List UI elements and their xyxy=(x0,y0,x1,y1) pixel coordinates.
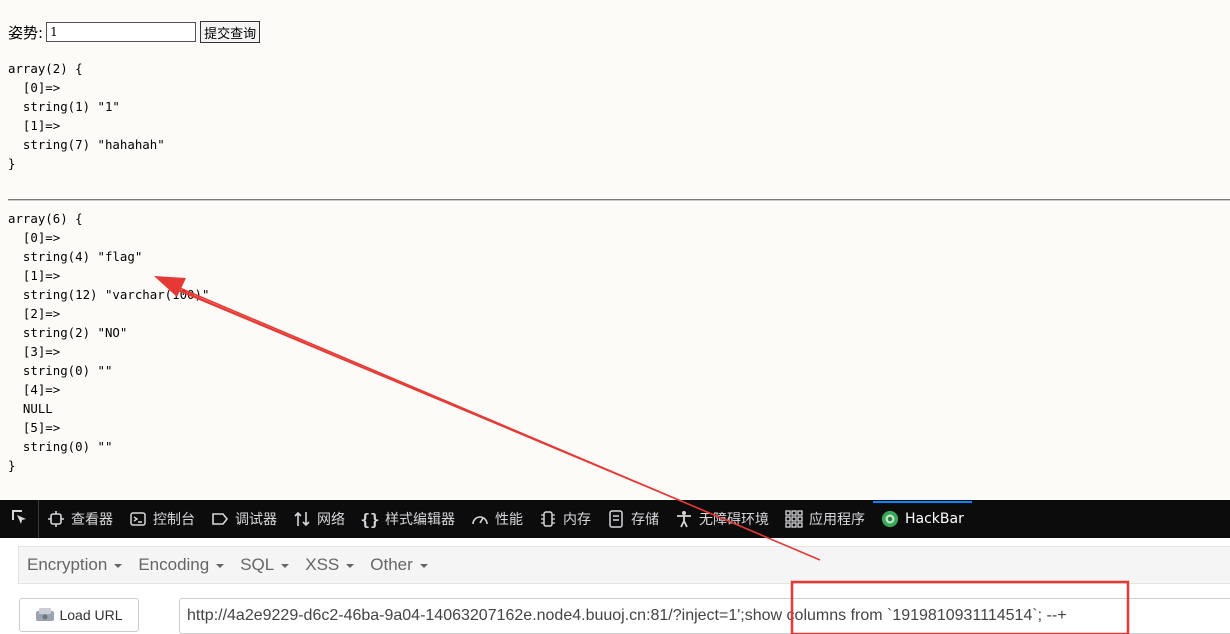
tab-label: HackBar xyxy=(905,511,964,527)
menu-encoding[interactable]: Encoding xyxy=(130,555,232,575)
tab-network[interactable]: 网络 xyxy=(285,500,353,538)
hackbar-panel: Encryption Encoding SQL XSS Other Load U… xyxy=(0,538,1230,634)
columns-result-dump: array(6) { [0]=> string(4) "flag" [1]=> … xyxy=(8,211,210,473)
devtools-toolbar: 查看器 控制台 调试器 网络 {} 样式编辑器 性能 内存 存储 无障碍环境 应… xyxy=(0,500,1230,538)
style-editor-icon: {} xyxy=(360,509,380,529)
accessibility-icon xyxy=(675,510,693,528)
url-input[interactable]: http://4a2e9229-d6c2-46ba-9a04-140632071… xyxy=(179,598,1230,634)
menu-xss[interactable]: XSS xyxy=(297,555,362,575)
load-url-icon xyxy=(35,607,55,623)
caret-down-icon xyxy=(114,564,123,568)
tab-memory[interactable]: 内存 xyxy=(531,500,599,538)
performance-icon xyxy=(471,510,489,528)
element-picker-button[interactable] xyxy=(0,500,39,538)
tab-console[interactable]: 控制台 xyxy=(121,500,203,538)
load-url-label: Load URL xyxy=(59,607,123,623)
load-url-button[interactable]: Load URL xyxy=(19,598,139,632)
menu-label: XSS xyxy=(305,555,340,574)
tab-label: 存储 xyxy=(631,512,659,528)
submit-query-button[interactable]: 提交查询 xyxy=(200,21,261,43)
element-picker-icon xyxy=(9,507,29,531)
menu-label: Other xyxy=(370,555,413,574)
network-icon xyxy=(293,510,311,528)
menu-encryption[interactable]: Encryption xyxy=(19,555,130,575)
caret-down-icon xyxy=(281,564,290,568)
tab-hackbar[interactable]: HackBar xyxy=(873,500,972,538)
caret-down-icon xyxy=(216,564,225,568)
inspector-icon xyxy=(47,510,65,528)
tab-label: 性能 xyxy=(495,512,523,528)
caret-down-icon xyxy=(419,564,428,568)
query-result-dump: array(2) { [0]=> string(1) "1" [1]=> str… xyxy=(8,61,165,171)
console-icon xyxy=(129,510,147,528)
menu-label: SQL xyxy=(240,555,275,574)
debugger-icon xyxy=(211,510,229,528)
memory-icon xyxy=(539,510,557,528)
tab-label: 调试器 xyxy=(235,512,277,528)
horizontal-rule xyxy=(8,199,1230,201)
tab-label: 无障碍环境 xyxy=(699,512,769,528)
tab-label: 查看器 xyxy=(71,512,113,528)
storage-icon xyxy=(607,510,625,528)
inject-form: 姿势: 提交查询 xyxy=(8,20,261,44)
tab-inspector[interactable]: 查看器 xyxy=(39,500,121,538)
menu-label: Encryption xyxy=(27,555,108,574)
tab-label: 应用程序 xyxy=(809,512,865,528)
page-content: 姿势: 提交查询 array(2) { [0]=> string(1) "1" … xyxy=(8,20,1230,473)
tab-label: 网络 xyxy=(317,512,345,528)
tab-performance[interactable]: 性能 xyxy=(463,500,531,538)
hackbar-icon xyxy=(881,510,899,528)
menu-label: Encoding xyxy=(138,555,210,574)
inject-input[interactable] xyxy=(46,22,197,42)
tab-label: 控制台 xyxy=(153,512,195,528)
application-icon xyxy=(785,510,803,528)
inject-label: 姿势: xyxy=(8,23,44,42)
tab-debugger[interactable]: 调试器 xyxy=(203,500,285,538)
tab-label: 内存 xyxy=(563,512,591,528)
tab-storage[interactable]: 存储 xyxy=(599,500,667,538)
tab-style-editor[interactable]: {} 样式编辑器 xyxy=(353,500,463,538)
tab-accessibility[interactable]: 无障碍环境 xyxy=(667,500,777,538)
tab-label: 样式编辑器 xyxy=(385,512,455,528)
menu-other[interactable]: Other xyxy=(362,555,436,575)
menu-sql[interactable]: SQL xyxy=(232,555,297,575)
caret-down-icon xyxy=(346,564,355,568)
tab-application[interactable]: 应用程序 xyxy=(777,500,873,538)
hackbar-menu: Encryption Encoding SQL XSS Other xyxy=(18,546,1230,584)
